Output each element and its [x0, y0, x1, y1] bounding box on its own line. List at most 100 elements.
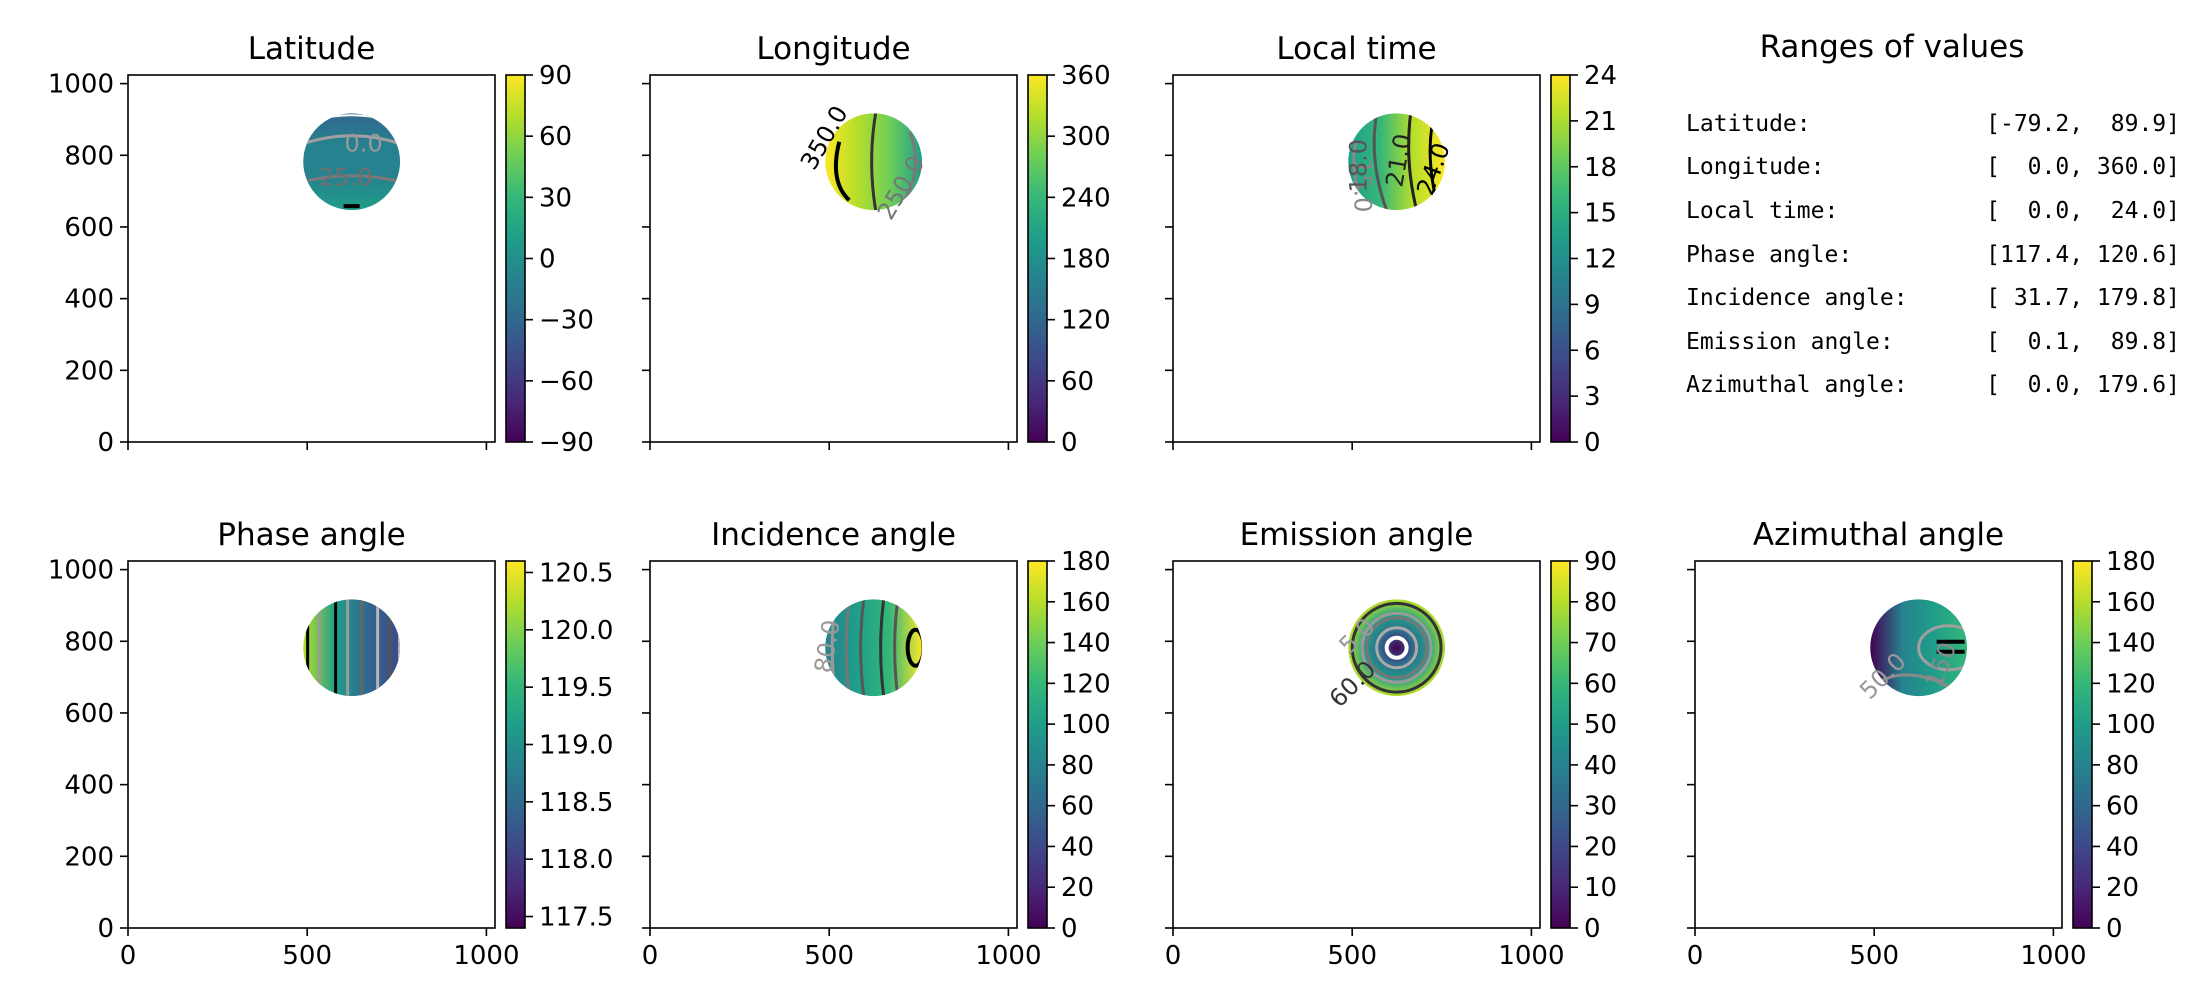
colorbar-tick-label: 300	[1061, 122, 1111, 152]
planet-disk-group	[1348, 599, 1446, 697]
colorbar-tick-label: 15	[1584, 199, 1617, 229]
planet-disk	[303, 599, 401, 697]
range-label-phase-angle: Phase angle:	[1686, 242, 1852, 268]
colorbar-tick-label: 60	[1061, 367, 1094, 397]
colorbar-tick-label: 80	[1061, 751, 1094, 781]
colorbar-tick-label: 20	[1061, 873, 1094, 903]
colorbar	[1027, 74, 1048, 443]
colorbar-tick-label: 80	[1584, 588, 1617, 618]
colorbar	[1550, 560, 1571, 929]
axes-frame	[649, 74, 1018, 443]
x-tick-label: 500	[804, 941, 854, 971]
y-tick-label: 1000	[48, 556, 114, 586]
colorbar-tick-label: 40	[1584, 751, 1617, 781]
panel-title: Azimuthal angle	[1753, 517, 2004, 553]
contour-line	[1917, 624, 1968, 672]
colorbar-tick-label: 60	[1584, 669, 1617, 699]
range-value-emission-angle: [ 0.1, 89.8]	[1986, 329, 2180, 355]
x-tick-label: 0	[642, 941, 659, 971]
range-value-azimuthal-angle: [ 0.0, 179.6]	[1986, 372, 2180, 398]
panel-3: Phase angle 0 500 1000 0 200 400 600 800 1000 120.…	[48, 517, 614, 971]
panel-title: Latitude	[248, 31, 376, 67]
colorbar-tick-label: 10	[1584, 873, 1617, 903]
contour-line	[879, 599, 886, 697]
axes-frame	[127, 74, 496, 443]
colorbar-tick-label: 0	[1061, 914, 1078, 944]
y-tick-label: 400	[64, 771, 114, 801]
colorbar-tick-label: 180	[1061, 547, 1111, 577]
colorbar-tick-label: 119.0	[539, 731, 613, 761]
ranges-panel: Ranges of values Latitude: [-79.2, 89.9]…	[1686, 29, 2180, 398]
panel-title: Longitude	[756, 31, 910, 67]
planet-disk-group	[1870, 599, 1968, 697]
range-value-local-time: [ 0.0, 24.0]	[1986, 198, 2180, 224]
colorbar-tick-label: 40	[2106, 832, 2139, 862]
colorbar-tick-label: 3	[1584, 382, 1601, 412]
colorbar-tick-label: 0	[1061, 428, 1078, 458]
colorbar-tick-label: 119.5	[539, 673, 613, 703]
y-tick-label: 0	[97, 428, 114, 458]
contour-line	[870, 113, 878, 211]
axes-frame	[1694, 560, 2063, 929]
colorbar-tick-label: 20	[2106, 873, 2139, 903]
contour-line	[1352, 141, 1360, 193]
panel-0: Latitude 0.0 25.0 0 200 400 600 800 1000 90 60 30 0 −…	[48, 31, 594, 458]
contour-label: 15.0	[1348, 159, 1376, 212]
planet-disk-group	[303, 113, 401, 211]
range-value-latitude: [-79.2, 89.9]	[1986, 111, 2180, 137]
x-tick-label: 0	[1165, 941, 1182, 971]
colorbar-tick-label: 100	[1061, 710, 1111, 740]
colorbar	[2072, 560, 2093, 929]
contour-line	[1360, 611, 1433, 684]
colorbar-tick-label: 140	[1061, 629, 1111, 659]
colorbar-tick-label: 21	[1584, 107, 1617, 137]
y-tick-label: 400	[64, 285, 114, 315]
planet-disk	[1348, 113, 1446, 211]
contour-line	[833, 141, 851, 202]
contour-line	[859, 599, 866, 697]
ranges-panel-title: Ranges of values	[1760, 29, 2025, 65]
axes-frame	[649, 560, 1018, 929]
colorbar-tick-label: 140	[2106, 629, 2156, 659]
colorbar-tick-label: −60	[539, 367, 594, 397]
x-tick-label: 500	[282, 941, 332, 971]
colorbar-tick-label: 70	[1584, 629, 1617, 659]
planet-disk	[825, 599, 923, 697]
range-label-incidence-angle: Incidence angle:	[1686, 285, 1908, 311]
axes-frame	[1172, 74, 1541, 443]
colorbar	[505, 560, 526, 929]
y-tick-label: 200	[64, 842, 114, 872]
colorbar-tick-label: 90	[1584, 547, 1617, 577]
x-tick-label: 1000	[1498, 941, 1564, 971]
colorbar-tick-label: 30	[1584, 792, 1617, 822]
x-tick-label: 1000	[975, 941, 1041, 971]
colorbar-tick-label: 18	[1584, 153, 1617, 183]
colorbar-tick-label: 118.5	[539, 788, 613, 818]
colorbar-tick-label: 12	[1584, 245, 1617, 275]
planet-disk	[303, 113, 401, 211]
range-label-latitude: Latitude:	[1686, 111, 1811, 137]
colorbar-tick-label: 0	[1584, 914, 1601, 944]
contour-line	[1350, 601, 1443, 694]
y-tick-label: 600	[64, 699, 114, 729]
colorbar	[1027, 560, 1048, 929]
y-tick-label: 0	[97, 914, 114, 944]
colorbar	[1550, 74, 1571, 443]
colorbar-tick-label: 160	[1061, 588, 1111, 618]
x-tick-label: 0	[1687, 941, 1704, 971]
colorbar-tick-label: 240	[1061, 183, 1111, 213]
colorbar-tick-label: 120	[1061, 306, 1111, 336]
range-label-emission-angle: Emission angle:	[1686, 329, 1894, 355]
range-value-longitude: [ 0.0, 360.0]	[1986, 154, 2180, 180]
axes-frame	[127, 560, 496, 929]
axes-frame	[1172, 560, 1541, 929]
colorbar-tick-label: 20	[1584, 832, 1617, 862]
contour-line	[303, 174, 401, 184]
y-tick-label: 200	[64, 356, 114, 386]
y-tick-label: 1000	[48, 70, 114, 100]
colorbar-tick-label: 30	[539, 183, 572, 213]
